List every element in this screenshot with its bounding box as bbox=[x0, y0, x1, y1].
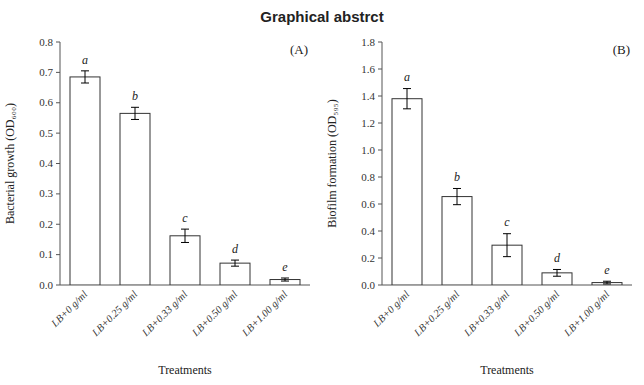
sig-label: c bbox=[504, 215, 510, 229]
sig-label: e bbox=[282, 260, 288, 274]
y-tick-label: 0.4 bbox=[39, 157, 53, 169]
x-tick-label: LB+0.25 g/ml bbox=[411, 289, 461, 339]
x-tick-label: LB+0.25 g/ml bbox=[89, 289, 139, 339]
sig-label: a bbox=[82, 53, 88, 67]
x-tick-label: LB+1.00 g/ml bbox=[239, 289, 289, 339]
sig-label: b bbox=[132, 89, 138, 103]
y-axis-label: Biofilm formation (OD₅₉₅) bbox=[325, 99, 339, 228]
y-tick bbox=[378, 69, 382, 70]
y-tick bbox=[378, 96, 382, 97]
error-bar bbox=[281, 278, 289, 281]
y-tick bbox=[378, 177, 382, 178]
y-tick-label: 0.5 bbox=[39, 127, 53, 139]
marks bbox=[70, 71, 300, 285]
x-axis-label: Treatments bbox=[158, 363, 212, 377]
y-tick bbox=[56, 102, 60, 103]
x-tick-label: LB+0.50 g/ml bbox=[189, 289, 239, 339]
bar bbox=[392, 99, 422, 285]
y-axis-line bbox=[382, 42, 383, 285]
panel-label: (B) bbox=[613, 42, 630, 57]
y-tick-label: 1.6 bbox=[361, 63, 375, 75]
bar bbox=[170, 236, 200, 285]
x-tick-label: LB+0.33 g/ml bbox=[461, 289, 511, 339]
y-tick-label: 1.4 bbox=[361, 90, 375, 102]
error-bar bbox=[131, 107, 139, 119]
y-tick-label: 1.8 bbox=[361, 36, 375, 48]
y-tick bbox=[56, 163, 60, 164]
x-axis-label: Treatments bbox=[480, 363, 534, 377]
sig-label: a bbox=[404, 70, 410, 84]
bar bbox=[442, 197, 472, 285]
marks bbox=[392, 89, 622, 285]
y-tick-label: 0.0 bbox=[39, 279, 53, 291]
y-tick-label: 1.0 bbox=[361, 144, 375, 156]
panel-label: (A) bbox=[290, 42, 308, 57]
y-tick bbox=[56, 224, 60, 225]
y-tick bbox=[378, 150, 382, 151]
y-tick bbox=[56, 254, 60, 255]
y-axis-line bbox=[60, 42, 61, 285]
y-tick bbox=[56, 133, 60, 134]
x-tick-label: LB+0 g/ml bbox=[48, 289, 89, 330]
y-tick bbox=[56, 193, 60, 194]
error-bar bbox=[553, 269, 561, 276]
title: Graphical abstrct bbox=[260, 8, 383, 25]
y-tick-label: 0.8 bbox=[39, 36, 53, 48]
y-tick-label: 0.2 bbox=[39, 218, 53, 230]
y-tick-label: 1.2 bbox=[361, 117, 375, 129]
sig-label: b bbox=[454, 170, 460, 184]
y-tick-label: 0.7 bbox=[39, 66, 53, 78]
sig-label: c bbox=[182, 211, 188, 225]
error-bar bbox=[231, 260, 239, 266]
x-tick-label: LB+1.00 g/ml bbox=[561, 289, 611, 339]
x-tick-label: LB+0.50 g/ml bbox=[511, 289, 561, 339]
y-tick-label: 0.8 bbox=[361, 171, 375, 183]
chart-container: Graphical abstrct0.00.10.20.30.40.50.60.… bbox=[0, 0, 644, 385]
panel: 0.0 0.1 0.2 0.3 0.4 0.5 0.6 0.7 0.8 Bacterial gro… bbox=[3, 36, 310, 378]
y-tick bbox=[378, 231, 382, 232]
x-tick-label: LB+0.33 g/ml bbox=[139, 289, 189, 339]
y-tick bbox=[378, 285, 382, 286]
y-tick bbox=[56, 285, 60, 286]
panel: 0.0 0.2 0.4 0.6 0.8 1.0 1.2 1.4 1.6 1.8 Biofilm fo… bbox=[325, 36, 632, 378]
y-tick-label: 0.2 bbox=[361, 252, 375, 264]
bar bbox=[70, 77, 100, 285]
y-tick bbox=[56, 72, 60, 73]
sig-label: e bbox=[604, 263, 610, 277]
y-tick-label: 0.6 bbox=[361, 198, 375, 210]
sig-label: d bbox=[232, 242, 239, 256]
error-bar bbox=[603, 281, 611, 284]
y-tick bbox=[378, 123, 382, 124]
y-tick-label: 0.1 bbox=[39, 248, 53, 260]
y-tick bbox=[378, 258, 382, 259]
bar bbox=[120, 113, 150, 285]
y-tick bbox=[56, 42, 60, 43]
y-tick-label: 0.0 bbox=[361, 279, 375, 291]
x-tick-label: LB+0 g/ml bbox=[370, 289, 411, 330]
error-bar bbox=[403, 89, 411, 109]
y-tick bbox=[378, 204, 382, 205]
y-tick-label: 0.3 bbox=[39, 187, 53, 199]
y-tick-label: 0.6 bbox=[39, 96, 53, 108]
chart-svg: Graphical abstrct0.00.10.20.30.40.50.60.… bbox=[0, 0, 644, 385]
y-tick bbox=[378, 42, 382, 43]
error-bar bbox=[453, 188, 461, 204]
sig-label: d bbox=[554, 251, 561, 265]
y-axis-label: Bacterial growth (OD₆₀₀) bbox=[3, 103, 17, 224]
error-bar bbox=[181, 229, 189, 242]
error-bar bbox=[503, 234, 511, 257]
y-tick-label: 0.4 bbox=[361, 225, 375, 237]
error-bar bbox=[81, 71, 89, 83]
